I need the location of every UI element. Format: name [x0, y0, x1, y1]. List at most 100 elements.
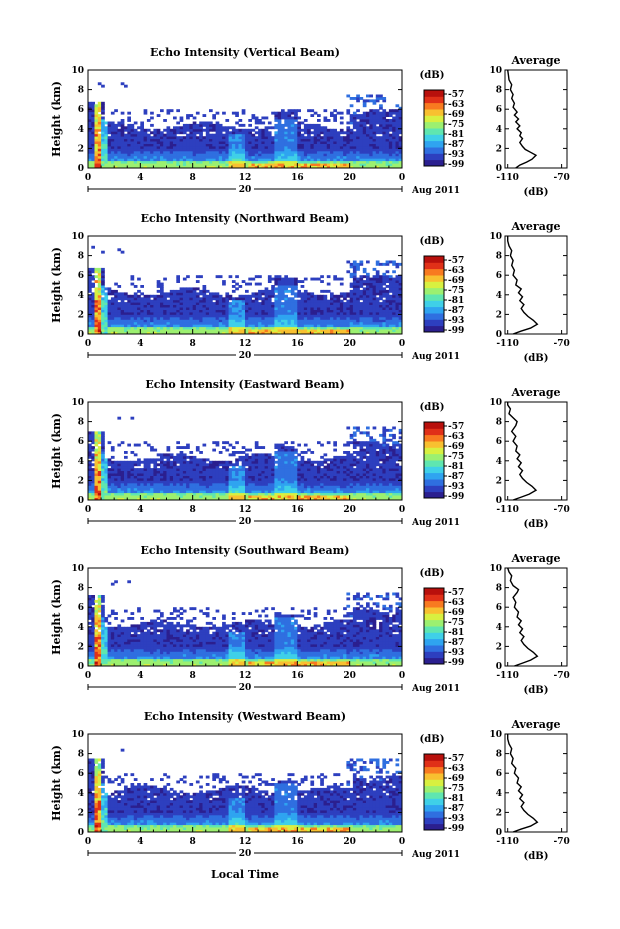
heatmap-cell: [303, 302, 308, 305]
heatmap-cell: [251, 150, 256, 154]
heatmap-cell: [297, 116, 301, 120]
heatmap-cell: [323, 145, 328, 149]
heatmap-cell: [349, 307, 354, 310]
heatmap-cell: [271, 289, 275, 293]
heatmap-cell: [166, 133, 171, 137]
heatmap-cell: [248, 138, 252, 142]
heatmap-cell: [176, 331, 180, 335]
heatmap-cell: [372, 160, 377, 164]
heatmap-cell: [88, 446, 92, 449]
heatmap-cell: [248, 136, 252, 140]
heatmap-cell: [192, 326, 197, 330]
heatmap-cell: [235, 163, 239, 166]
heatmap-cell: [133, 324, 138, 328]
heatmap-cell: [392, 297, 396, 301]
heatmap-cell: [258, 153, 262, 157]
heatmap-cell: [199, 311, 203, 315]
heatmap-cell: [146, 458, 151, 462]
heatmap-cell: [215, 485, 220, 489]
heatmap-cell: [104, 143, 109, 147]
heatmap-cell: [254, 321, 259, 325]
heatmap-cell: [215, 463, 220, 467]
heatmap-cell: [349, 104, 354, 108]
heatmap-cell: [179, 302, 184, 305]
heatmap-cell: [222, 307, 226, 310]
heatmap-cell: [385, 289, 390, 293]
heatmap-cell: [156, 282, 161, 286]
heatmap-cell: [88, 321, 92, 325]
heatmap-cell: [303, 155, 308, 159]
heatmap-cell: [352, 292, 357, 296]
heatmap-cell: [91, 163, 95, 166]
heatmap-cell: [326, 136, 331, 140]
heatmap-cell: [130, 307, 135, 310]
heatmap-cell: [140, 150, 144, 154]
heatmap-cell: [140, 475, 144, 479]
heatmap-cell: [209, 326, 213, 330]
heatmap-cell: [281, 294, 285, 298]
heatmap-cell: [258, 121, 262, 125]
heatmap-cell: [88, 448, 92, 452]
heatmap-cell: [375, 316, 380, 320]
heatmap-cell: [189, 114, 194, 117]
heatmap-cell: [107, 128, 112, 132]
heatmap-cell: [330, 316, 334, 320]
heatmap-cell: [110, 153, 115, 157]
heatmap-cell: [385, 270, 390, 274]
heatmap-cell: [231, 477, 236, 481]
heatmap-cell: [369, 319, 373, 323]
heatmap-cell: [385, 150, 390, 154]
heatmap-cell: [267, 311, 272, 315]
heatmap-cell: [195, 324, 200, 328]
colorbar-swatch: [424, 268, 444, 276]
heatmap-cell: [323, 309, 328, 313]
heatmap-cell: [160, 138, 164, 142]
heatmap-cell: [182, 309, 187, 313]
heatmap-cell: [189, 321, 194, 325]
heatmap-cell: [199, 160, 203, 164]
heatmap-cell: [182, 480, 187, 484]
heatmap-cell: [91, 463, 95, 467]
heatmap-cell: [169, 294, 174, 298]
heatmap-cell: [307, 138, 311, 142]
heatmap-cell: [225, 490, 230, 494]
heatmap-cell: [117, 304, 122, 308]
heatmap-cell: [385, 302, 390, 305]
heatmap-cell: [173, 299, 177, 303]
heatmap-cell: [169, 453, 174, 457]
heatmap-cell: [271, 145, 275, 149]
heatmap-cell: [88, 128, 92, 132]
heatmap-cell: [261, 165, 266, 169]
heatmap-cell: [245, 150, 249, 154]
heatmap-cell: [160, 487, 164, 491]
heatmap-cell: [127, 470, 131, 474]
heatmap-cell: [339, 131, 344, 135]
heatmap-cell: [267, 121, 272, 125]
heatmap-cell: [320, 148, 324, 152]
heatmap-cell: [264, 136, 269, 140]
heatmap-cell: [212, 311, 216, 315]
heatmap-cell: [339, 316, 344, 320]
heatmap-cell: [235, 451, 239, 454]
heatmap-cell: [195, 287, 200, 291]
heatmap-cell: [245, 304, 249, 308]
heatmap-cell: [382, 331, 387, 335]
heatmap-cell: [297, 331, 301, 335]
heatmap-cell: [222, 463, 226, 467]
heatmap-cell: [101, 101, 105, 105]
heatmap-cell: [143, 473, 148, 476]
heatmap-cell: [94, 267, 99, 271]
heatmap-cell: [137, 497, 141, 501]
heatmap-cell: [150, 111, 154, 115]
heatmap-cell: [258, 311, 262, 315]
heatmap-cell: [320, 275, 324, 279]
heatmap-cell: [261, 319, 266, 323]
heatmap-cell: [333, 119, 337, 122]
heatmap-cell: [114, 482, 118, 486]
heatmap-cell: [127, 153, 131, 157]
heatmap-cell: [101, 292, 105, 296]
heatmap-cell: [94, 153, 99, 157]
x-tick-label: 0: [399, 173, 405, 183]
heatmap-cell: [320, 321, 324, 325]
heatmap-cell: [104, 480, 109, 484]
